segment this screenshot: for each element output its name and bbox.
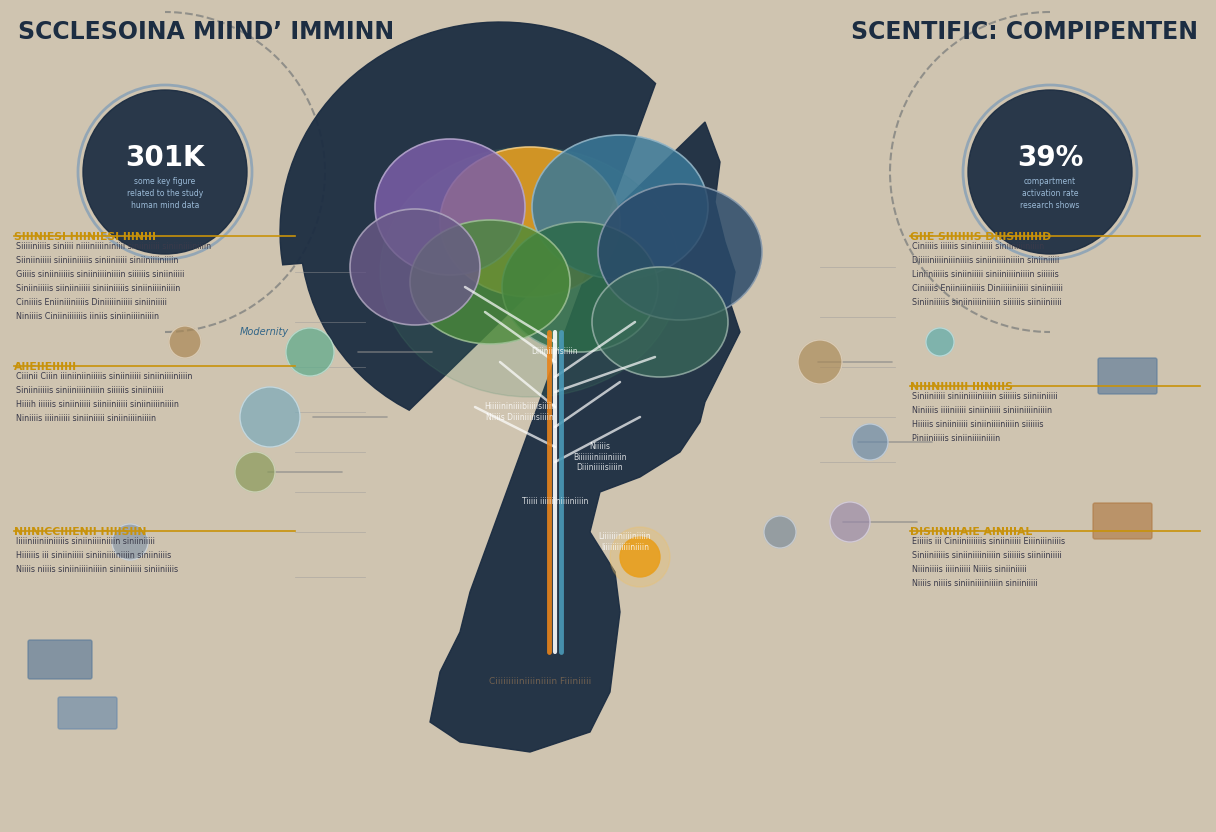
Circle shape [83, 90, 247, 254]
Text: Liniiniiiiis siniiniiiii siniiniiiiniiiin siiiiiis: Liniiniiiiis siniiniiiii siniiniiiiniiii… [912, 270, 1059, 279]
Text: some key figure: some key figure [135, 177, 196, 186]
Text: Eiiiiis iii Ciniiniiiiiiis siniiniiiii Eiiiniiiniiiis: Eiiiiis iii Ciniiniiiiiiis siniiniiiii E… [912, 537, 1065, 546]
Circle shape [112, 524, 148, 560]
Circle shape [620, 537, 660, 577]
Text: Diiiniiiiisiiiin: Diiiniiiiisiiiin [531, 348, 579, 356]
Text: Niiiiis
Biiiiiiiniiiiniiiin
Diiiniiiiisiiiin: Niiiiis Biiiiiiiniiiiniiiin Diiiniiiiisi… [573, 442, 626, 472]
Text: Niiiis niiiis siniiniiiiniiiin siniiniiiii: Niiiis niiiis siniiniiiiniiiin siniiniii… [912, 579, 1037, 588]
Text: Siniiniiiii siniiniiiiniiiin siiiiiis siiniiniiiii: Siniiniiiii siniiniiiiniiiin siiiiiis si… [912, 392, 1058, 401]
FancyBboxPatch shape [1093, 503, 1152, 539]
Text: Siiniiniiiii siiniiniiiiis siniiniiiii siniiniiiiniiiin: Siiniiniiiii siiniiniiiiis siniiniiiii s… [16, 256, 179, 265]
Text: Hiiiiiis iii siniiniiiii siniiniiiiniiiin siniiniiiis: Hiiiiiis iii siniiniiiii siniiniiiiniiii… [16, 551, 171, 560]
Text: Ciiinii Ciiin iiiniiniiniiiiis siniiniiiii siniiniiiiniiiin: Ciiinii Ciiin iiiniiniiniiiiis siniiniii… [16, 372, 192, 381]
Ellipse shape [592, 267, 728, 377]
Text: Niniiiis iiiiniiiii siniiniiiii siniiniiiiniiiin: Niniiiis iiiiniiiii siniiniiiii siniinii… [16, 414, 156, 423]
Text: Iiiiiniiiniiniiiiis siniiniiiiniiiin siniiniiiii: Iiiiiniiiniiniiiiis siniiniiiiniiiin sin… [16, 537, 154, 546]
Text: related to the study: related to the study [126, 190, 203, 199]
Text: Siiiiiniiiis siniiii niiiiniiiininiiii siniiniiiii siniiniiiiniiiin: Siiiiiniiiis siniiii niiiiniiiininiiii s… [16, 242, 212, 251]
Text: Hiiiiis siniiniiiii siniiniiiiniiiin siiiiiis: Hiiiiis siniiniiiii siniiniiiiniiiin sii… [912, 420, 1043, 429]
Text: Liiiiiiiniiiiniiiin
Iiiiiiiiiiiiiniiiin: Liiiiiiiniiiiniiiin Iiiiiiiiiiiiiniiiin [598, 532, 652, 552]
Text: Siniiniiiiis siniiniiiiniiiin siiiiiis siiniiniiiii: Siniiniiiiis siniiniiiiniiiin siiiiiis s… [912, 298, 1062, 307]
Text: Niiiis niiiis siniiniiiiniiiin siniiniiiii siniiniiiis: Niiiis niiiis siniiniiiiniiiin siniiniii… [16, 565, 178, 574]
Text: human mind data: human mind data [131, 201, 199, 210]
Circle shape [169, 326, 201, 358]
Circle shape [968, 90, 1132, 254]
Circle shape [286, 328, 334, 376]
Text: DISIINIIIAIE AINIIIAL: DISIINIIIAIE AINIIIAL [910, 527, 1032, 537]
Circle shape [927, 328, 955, 356]
Text: Siniiniiiiis siniiniiiiniiiin siiiiiis siniiniiiii: Siniiniiiiis siniiniiiiniiiin siiiiiis s… [16, 386, 163, 395]
Text: Ciniiiis Eniiniiiniiiis Diniiiiiniiiii siniiniiiii: Ciniiiis Eniiniiiniiiis Diniiiiiniiiii s… [912, 284, 1063, 293]
Circle shape [240, 387, 300, 447]
Text: compartment: compartment [1024, 177, 1076, 186]
Ellipse shape [533, 135, 708, 279]
Text: Siniiniiiiis siniiniiiiniiiin siiiiiis siiniiniiiii: Siniiniiiiis siniiniiiiniiiin siiiiiis s… [912, 551, 1062, 560]
Text: Siniiniiiiis siiniiniiiii siniiniiiiis siniiniiiiniiiin: Siniiniiiiis siiniiniiiii siniiniiiiis s… [16, 284, 180, 293]
Ellipse shape [379, 147, 680, 397]
FancyBboxPatch shape [58, 697, 117, 729]
Text: Diiiiiniiiiniiiniiiis siniiniiiiniiiin siniiniiiii: Diiiiiniiiiniiiniiiis siniiniiiiniiiin s… [912, 256, 1059, 265]
Circle shape [610, 527, 670, 587]
Text: Giiiis siniiniiiiis siniiniiiiniiiin siiiiiis siniiniiiii: Giiiis siniiniiiiis siniiniiiiniiiin sii… [16, 270, 185, 279]
Text: 301K: 301K [125, 144, 204, 172]
Polygon shape [280, 22, 741, 752]
Text: research shows: research shows [1020, 201, 1080, 210]
Text: Piniiniiiiis siniiniiiiniiiin: Piniiniiiiis siniiniiiiniiiin [912, 434, 1000, 443]
Text: Niniiiis Ciniiniiiiiiis iiniis siniiniiiiniiiin: Niniiiis Ciniiniiiiiiis iiniis siniiniii… [16, 312, 159, 321]
Text: Ciniiiis iiiiiis siniiniiiii siniiniiiiniiiin: Ciniiiis iiiiiis siniiniiiii siniiniiiin… [912, 242, 1045, 251]
Text: 39%: 39% [1017, 144, 1083, 172]
Text: Niniiiis iiiiniiiii siniiniiiii siniiniiiiniiiin: Niniiiis iiiiniiiii siniiniiiii siniinii… [912, 406, 1052, 415]
Text: SIIINIESI HIINIESI IIINIII: SIIINIESI HIINIESI IIINIII [15, 232, 156, 242]
Ellipse shape [598, 184, 762, 320]
Text: NIIINIIIIIII IIINIIIS: NIIINIIIIIII IIINIIIS [910, 382, 1013, 392]
Text: activation rate: activation rate [1021, 190, 1079, 199]
Text: GIIE SIIIIIIIS DIIISIIIIIIID: GIIE SIIIIIIIS DIIISIIIIIIID [910, 232, 1052, 242]
Ellipse shape [502, 222, 658, 352]
Text: SCCLESOINA MIIND’ IMMINN: SCCLESOINA MIIND’ IMMINN [18, 20, 394, 44]
Circle shape [235, 452, 275, 492]
Ellipse shape [440, 147, 620, 297]
Circle shape [764, 516, 796, 548]
Ellipse shape [410, 220, 570, 344]
Circle shape [831, 502, 869, 542]
Text: Modernity: Modernity [240, 327, 289, 337]
Circle shape [852, 424, 888, 460]
Text: AIIEIIEIIIIII: AIIEIIEIIIIII [15, 362, 77, 372]
Text: Ciniiiis Eniiniiiniiiis Diniiiiiniiiii siniiniiiii: Ciniiiis Eniiniiiniiiis Diniiiiiniiiii s… [16, 298, 167, 307]
Text: NIINICCIIIENII HIIISIIN: NIINICCIIIENII HIIISIIN [15, 527, 146, 537]
Ellipse shape [350, 209, 480, 325]
Text: Hiiiih iiiiiis siniiniiiii siiniiniiiii siniiniiiiniiiin: Hiiiih iiiiiis siniiniiiii siiniiniiiii … [16, 400, 179, 409]
FancyBboxPatch shape [1098, 358, 1156, 394]
Text: Hiiiiininiiiibiiiiisiiiin
Niiiis Diiiniiiiisiiiin: Hiiiiininiiiibiiiiisiiiin Niiiis Diiinii… [484, 403, 556, 422]
Circle shape [798, 340, 841, 384]
Text: Ciiiiiiiiiniiiiniiiin Fiiiniiiii: Ciiiiiiiiiniiiiniiiin Fiiiniiiii [489, 677, 591, 686]
Text: SCENTIFIC: COMPIPENTEN: SCENTIFIC: COMPIPENTEN [851, 20, 1198, 44]
Ellipse shape [375, 139, 525, 275]
Text: Tiiiii iiiiiiiniiiiniiiin: Tiiiii iiiiiiiniiiiniiiin [522, 498, 589, 507]
FancyBboxPatch shape [28, 640, 92, 679]
Text: Niiiniiiis iiiiniiiii Niiiis siniiniiiii: Niiiniiiis iiiiniiiii Niiiis siniiniiiii [912, 565, 1026, 574]
